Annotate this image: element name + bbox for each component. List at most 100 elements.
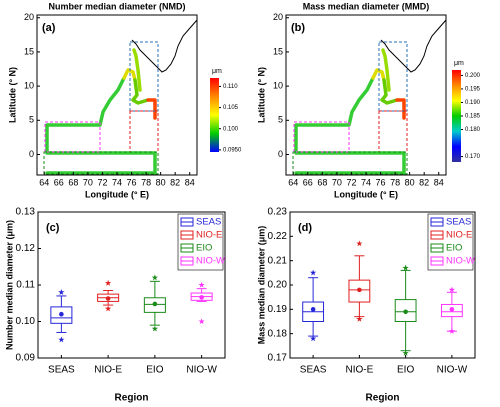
outlier bbox=[402, 264, 409, 271]
x-tick-label: EIO bbox=[397, 365, 414, 376]
outlier bbox=[198, 281, 205, 288]
panel-label: (c) bbox=[46, 222, 60, 234]
box bbox=[394, 299, 417, 323]
x-tick-label: NIO-W bbox=[437, 365, 468, 376]
x-tick-label: 76 bbox=[127, 177, 137, 187]
plot-frame bbox=[285, 14, 447, 176]
x-tick-label: NIO-E bbox=[345, 365, 373, 376]
x-tick-label: 82 bbox=[419, 177, 429, 187]
outlier bbox=[309, 269, 317, 276]
y-axis-label: Latitude (° N) bbox=[7, 67, 17, 123]
x-tick-label: 78 bbox=[390, 177, 400, 187]
colorbar-unit: μm bbox=[454, 60, 464, 67]
x-tick-label: 84 bbox=[185, 177, 195, 187]
mean bbox=[59, 311, 64, 317]
colorbar-tick-label: 0.185 bbox=[465, 114, 481, 120]
panel-label: (a) bbox=[42, 22, 56, 34]
mean bbox=[310, 307, 316, 312]
x-tick-label: NIO-W bbox=[186, 365, 217, 376]
y-tick-label: 0.11 bbox=[16, 280, 35, 291]
x-tick-label: 68 bbox=[68, 177, 78, 187]
outlier bbox=[198, 318, 205, 325]
colorbar-tick-label: 0.200 bbox=[465, 73, 481, 79]
x-axis-label: Longitude (° E) bbox=[85, 189, 149, 199]
x-tick-label: SEAS bbox=[300, 365, 327, 376]
x-tick-label: 66 bbox=[54, 177, 64, 187]
y-tick-label: 20 bbox=[24, 12, 34, 22]
colorbar-tick-label: 0.105 bbox=[223, 105, 239, 111]
x-tick-label: 74 bbox=[361, 177, 371, 187]
y-tick-label: 0.09 bbox=[16, 353, 36, 364]
x-tick-label: 82 bbox=[170, 177, 180, 187]
colorbar-tick-label: 0.100 bbox=[223, 126, 239, 132]
map-b-decoration bbox=[291, 18, 448, 176]
outlier bbox=[151, 274, 159, 281]
y-tick-label: 15 bbox=[273, 46, 283, 56]
x-tick-label: 70 bbox=[332, 177, 342, 187]
outlier bbox=[104, 279, 112, 286]
mean bbox=[199, 295, 204, 300]
x-tick-label: SEAS bbox=[48, 365, 75, 376]
mean bbox=[449, 307, 455, 312]
outlier bbox=[448, 327, 456, 334]
outlier bbox=[356, 240, 363, 247]
y-tick-label: 0 bbox=[278, 149, 283, 159]
box bbox=[143, 297, 166, 313]
x-tick-label: 68 bbox=[317, 177, 327, 187]
legend-label: SEAS bbox=[196, 217, 221, 228]
outlier bbox=[151, 325, 159, 332]
plot-frame bbox=[36, 14, 198, 176]
x-axis-label: Region bbox=[366, 393, 400, 404]
legend-label: NIO-E bbox=[446, 230, 472, 241]
y-axis-label: Number median diameter (μm) bbox=[4, 220, 14, 350]
colorbar bbox=[452, 70, 461, 162]
x-tick-label: 84 bbox=[434, 177, 444, 187]
outlier bbox=[104, 305, 112, 312]
y-tick-label: 10 bbox=[273, 80, 283, 90]
x-tick-label: 80 bbox=[156, 177, 166, 187]
y-axis-label: Latitude (° N) bbox=[256, 67, 266, 123]
x-tick-label: 72 bbox=[97, 177, 107, 187]
panel-title: Mass median diameter (MMD) bbox=[303, 1, 430, 11]
y-tick-label: 5 bbox=[29, 115, 34, 125]
outlier bbox=[58, 336, 65, 343]
mean bbox=[357, 287, 362, 293]
x-tick-label: 78 bbox=[141, 177, 151, 187]
x-axis-label: Region bbox=[115, 393, 149, 404]
colorbar-tick-label: 0.190 bbox=[465, 100, 481, 106]
colorbar-tick-label: 0.180 bbox=[465, 127, 481, 133]
x-tick-label: 66 bbox=[303, 177, 313, 187]
x-tick-label: NIO-E bbox=[94, 365, 122, 376]
box bbox=[50, 306, 73, 324]
outlier bbox=[309, 335, 317, 342]
y-tick-label: 0.17 bbox=[268, 353, 288, 364]
x-tick-label: 70 bbox=[83, 177, 93, 187]
y-tick-label: 0.12 bbox=[16, 243, 36, 254]
y-tick-label: 0.20 bbox=[268, 280, 288, 291]
colorbar-tick-label: 0.170 bbox=[465, 154, 481, 160]
x-tick-label: 72 bbox=[346, 177, 356, 187]
y-tick-label: 0.19 bbox=[268, 304, 288, 315]
colorbar bbox=[210, 78, 219, 152]
box bbox=[440, 303, 463, 318]
x-tick-label: 64 bbox=[39, 177, 49, 187]
legend-label: NIO-W bbox=[446, 256, 475, 267]
y-tick-label: 20 bbox=[273, 12, 283, 22]
x-tick-label: 74 bbox=[112, 177, 122, 187]
panel-label: (d) bbox=[298, 222, 312, 234]
panel-title: Number median diameter (NMD) bbox=[48, 1, 185, 11]
x-tick-label: 64 bbox=[288, 177, 298, 187]
y-tick-label: 0.21 bbox=[268, 255, 288, 266]
y-axis-label: Mass median diameter (μm) bbox=[256, 226, 266, 345]
legend-label: EIO bbox=[196, 243, 212, 254]
y-tick-label: 5 bbox=[278, 115, 283, 125]
y-tick-label: 0 bbox=[29, 149, 34, 159]
colorbar-tick-label: 0.195 bbox=[465, 87, 481, 93]
x-tick-label: EIO bbox=[146, 365, 163, 376]
panel-label: (b) bbox=[291, 22, 305, 34]
y-tick-label: 0.10 bbox=[16, 316, 36, 327]
y-tick-label: 0.18 bbox=[268, 328, 288, 339]
legend-label: EIO bbox=[446, 243, 462, 254]
y-tick-label: 15 bbox=[24, 46, 34, 56]
outlier bbox=[402, 349, 409, 356]
